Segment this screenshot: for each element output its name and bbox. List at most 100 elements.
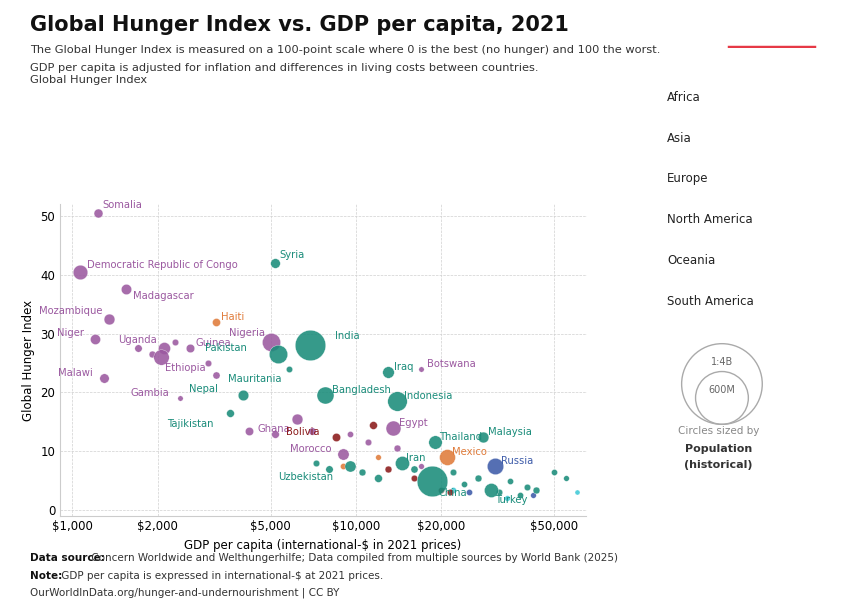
Text: Data source:: Data source: xyxy=(30,553,105,563)
Point xyxy=(446,485,460,494)
Text: Global Hunger Index vs. GDP per capita, 2021: Global Hunger Index vs. GDP per capita, … xyxy=(30,15,569,35)
Text: Egypt: Egypt xyxy=(399,418,428,428)
Text: Mozambique: Mozambique xyxy=(39,306,103,316)
Point xyxy=(184,343,197,353)
Text: Guinea: Guinea xyxy=(196,338,231,348)
Point xyxy=(35,249,48,259)
Point xyxy=(131,343,145,353)
Point xyxy=(236,391,250,400)
Point xyxy=(242,426,256,436)
Point xyxy=(305,426,319,436)
Text: Mexico: Mexico xyxy=(451,447,486,457)
Point xyxy=(157,343,171,353)
Point xyxy=(472,473,485,482)
Point xyxy=(97,373,110,382)
Point xyxy=(457,479,471,488)
Text: GDP per capita is adjusted for inflation and differences in living costs between: GDP per capita is adjusted for inflation… xyxy=(30,63,538,73)
Point xyxy=(382,367,395,377)
Point xyxy=(271,349,285,359)
Point xyxy=(168,338,182,347)
Text: Mauritania: Mauritania xyxy=(229,374,282,385)
Point xyxy=(322,464,336,474)
Text: Population: Population xyxy=(684,444,752,454)
Text: OurWorldInData.org/hunger-and-undernourishment | CC BY: OurWorldInData.org/hunger-and-undernouri… xyxy=(30,588,339,599)
Point xyxy=(120,284,133,294)
Point xyxy=(503,476,517,485)
Point xyxy=(526,491,540,500)
Point xyxy=(371,473,385,482)
Point xyxy=(361,437,375,447)
Point xyxy=(484,485,498,494)
Y-axis label: Global Hunger Index: Global Hunger Index xyxy=(22,299,35,421)
Point xyxy=(386,423,400,433)
Point xyxy=(209,370,223,380)
Text: Ghana: Ghana xyxy=(258,424,290,434)
Text: in Data: in Data xyxy=(750,35,792,45)
Text: (historical): (historical) xyxy=(684,460,752,470)
Point xyxy=(415,364,428,374)
Point xyxy=(559,473,573,482)
Text: Uganda: Uganda xyxy=(118,335,157,346)
Text: Somalia: Somalia xyxy=(102,200,142,210)
Text: Nigeria: Nigeria xyxy=(230,328,265,338)
Text: Thailand: Thailand xyxy=(439,433,482,442)
Point xyxy=(269,258,282,268)
Point xyxy=(444,488,457,497)
Text: Malaysia: Malaysia xyxy=(489,427,532,437)
Text: South America: South America xyxy=(667,295,754,308)
Text: Syria: Syria xyxy=(280,250,305,260)
X-axis label: GDP per capita (international-$ in 2021 prices): GDP per capita (international-$ in 2021 … xyxy=(184,539,462,552)
Text: Africa: Africa xyxy=(667,91,701,104)
Text: Asia: Asia xyxy=(667,131,692,145)
Text: Nepal: Nepal xyxy=(190,384,218,394)
Text: GDP per capita is expressed in international-$ at 2021 prices.: GDP per capita is expressed in internati… xyxy=(58,571,383,581)
Point xyxy=(425,476,439,485)
Text: Gambia: Gambia xyxy=(130,388,169,398)
Point xyxy=(434,485,448,494)
Point xyxy=(73,267,87,277)
Point xyxy=(391,397,405,406)
Point xyxy=(291,414,304,424)
Point xyxy=(440,452,454,462)
Text: Global Hunger Index: Global Hunger Index xyxy=(30,75,147,85)
Text: Botswana: Botswana xyxy=(427,359,476,369)
Text: Morocco: Morocco xyxy=(291,444,332,454)
Point xyxy=(264,338,277,347)
Text: 1:4B: 1:4B xyxy=(711,357,733,367)
Point xyxy=(154,352,167,362)
Text: Iraq: Iraq xyxy=(394,362,413,372)
Text: Pakistan: Pakistan xyxy=(206,343,247,353)
Point xyxy=(371,452,385,462)
Point xyxy=(329,432,343,442)
Point xyxy=(395,458,409,468)
Point xyxy=(173,394,187,403)
Point xyxy=(269,429,282,439)
Point xyxy=(343,429,356,439)
Text: Malawi: Malawi xyxy=(58,368,93,377)
Text: Concern Worldwide and Welthungerhilfe; Data compiled from multiple sources by Wo: Concern Worldwide and Welthungerhilfe; D… xyxy=(88,553,618,563)
Point xyxy=(88,335,102,344)
Text: 600M: 600M xyxy=(709,385,735,395)
Text: Europe: Europe xyxy=(667,172,709,185)
Point xyxy=(209,317,223,326)
Point xyxy=(144,349,158,359)
Point xyxy=(500,494,513,503)
Point xyxy=(547,467,561,476)
Text: India: India xyxy=(335,331,360,341)
Point xyxy=(407,464,421,474)
Text: The Global Hunger Index is measured on a 100-point scale where 0 is the best (no: The Global Hunger Index is measured on a… xyxy=(30,45,660,55)
Text: Turkey: Turkey xyxy=(496,495,528,505)
Point xyxy=(513,491,527,500)
Text: Ethiopia: Ethiopia xyxy=(165,362,206,373)
Point xyxy=(489,461,502,471)
Point xyxy=(201,358,214,368)
Point xyxy=(91,208,105,218)
Point xyxy=(529,485,542,494)
Text: Russia: Russia xyxy=(501,456,533,466)
Text: Haiti: Haiti xyxy=(221,312,245,322)
Text: Tajikistan: Tajikistan xyxy=(167,419,213,428)
Point xyxy=(282,364,296,374)
Point xyxy=(303,340,317,350)
Point xyxy=(446,467,460,476)
Point xyxy=(355,467,369,476)
